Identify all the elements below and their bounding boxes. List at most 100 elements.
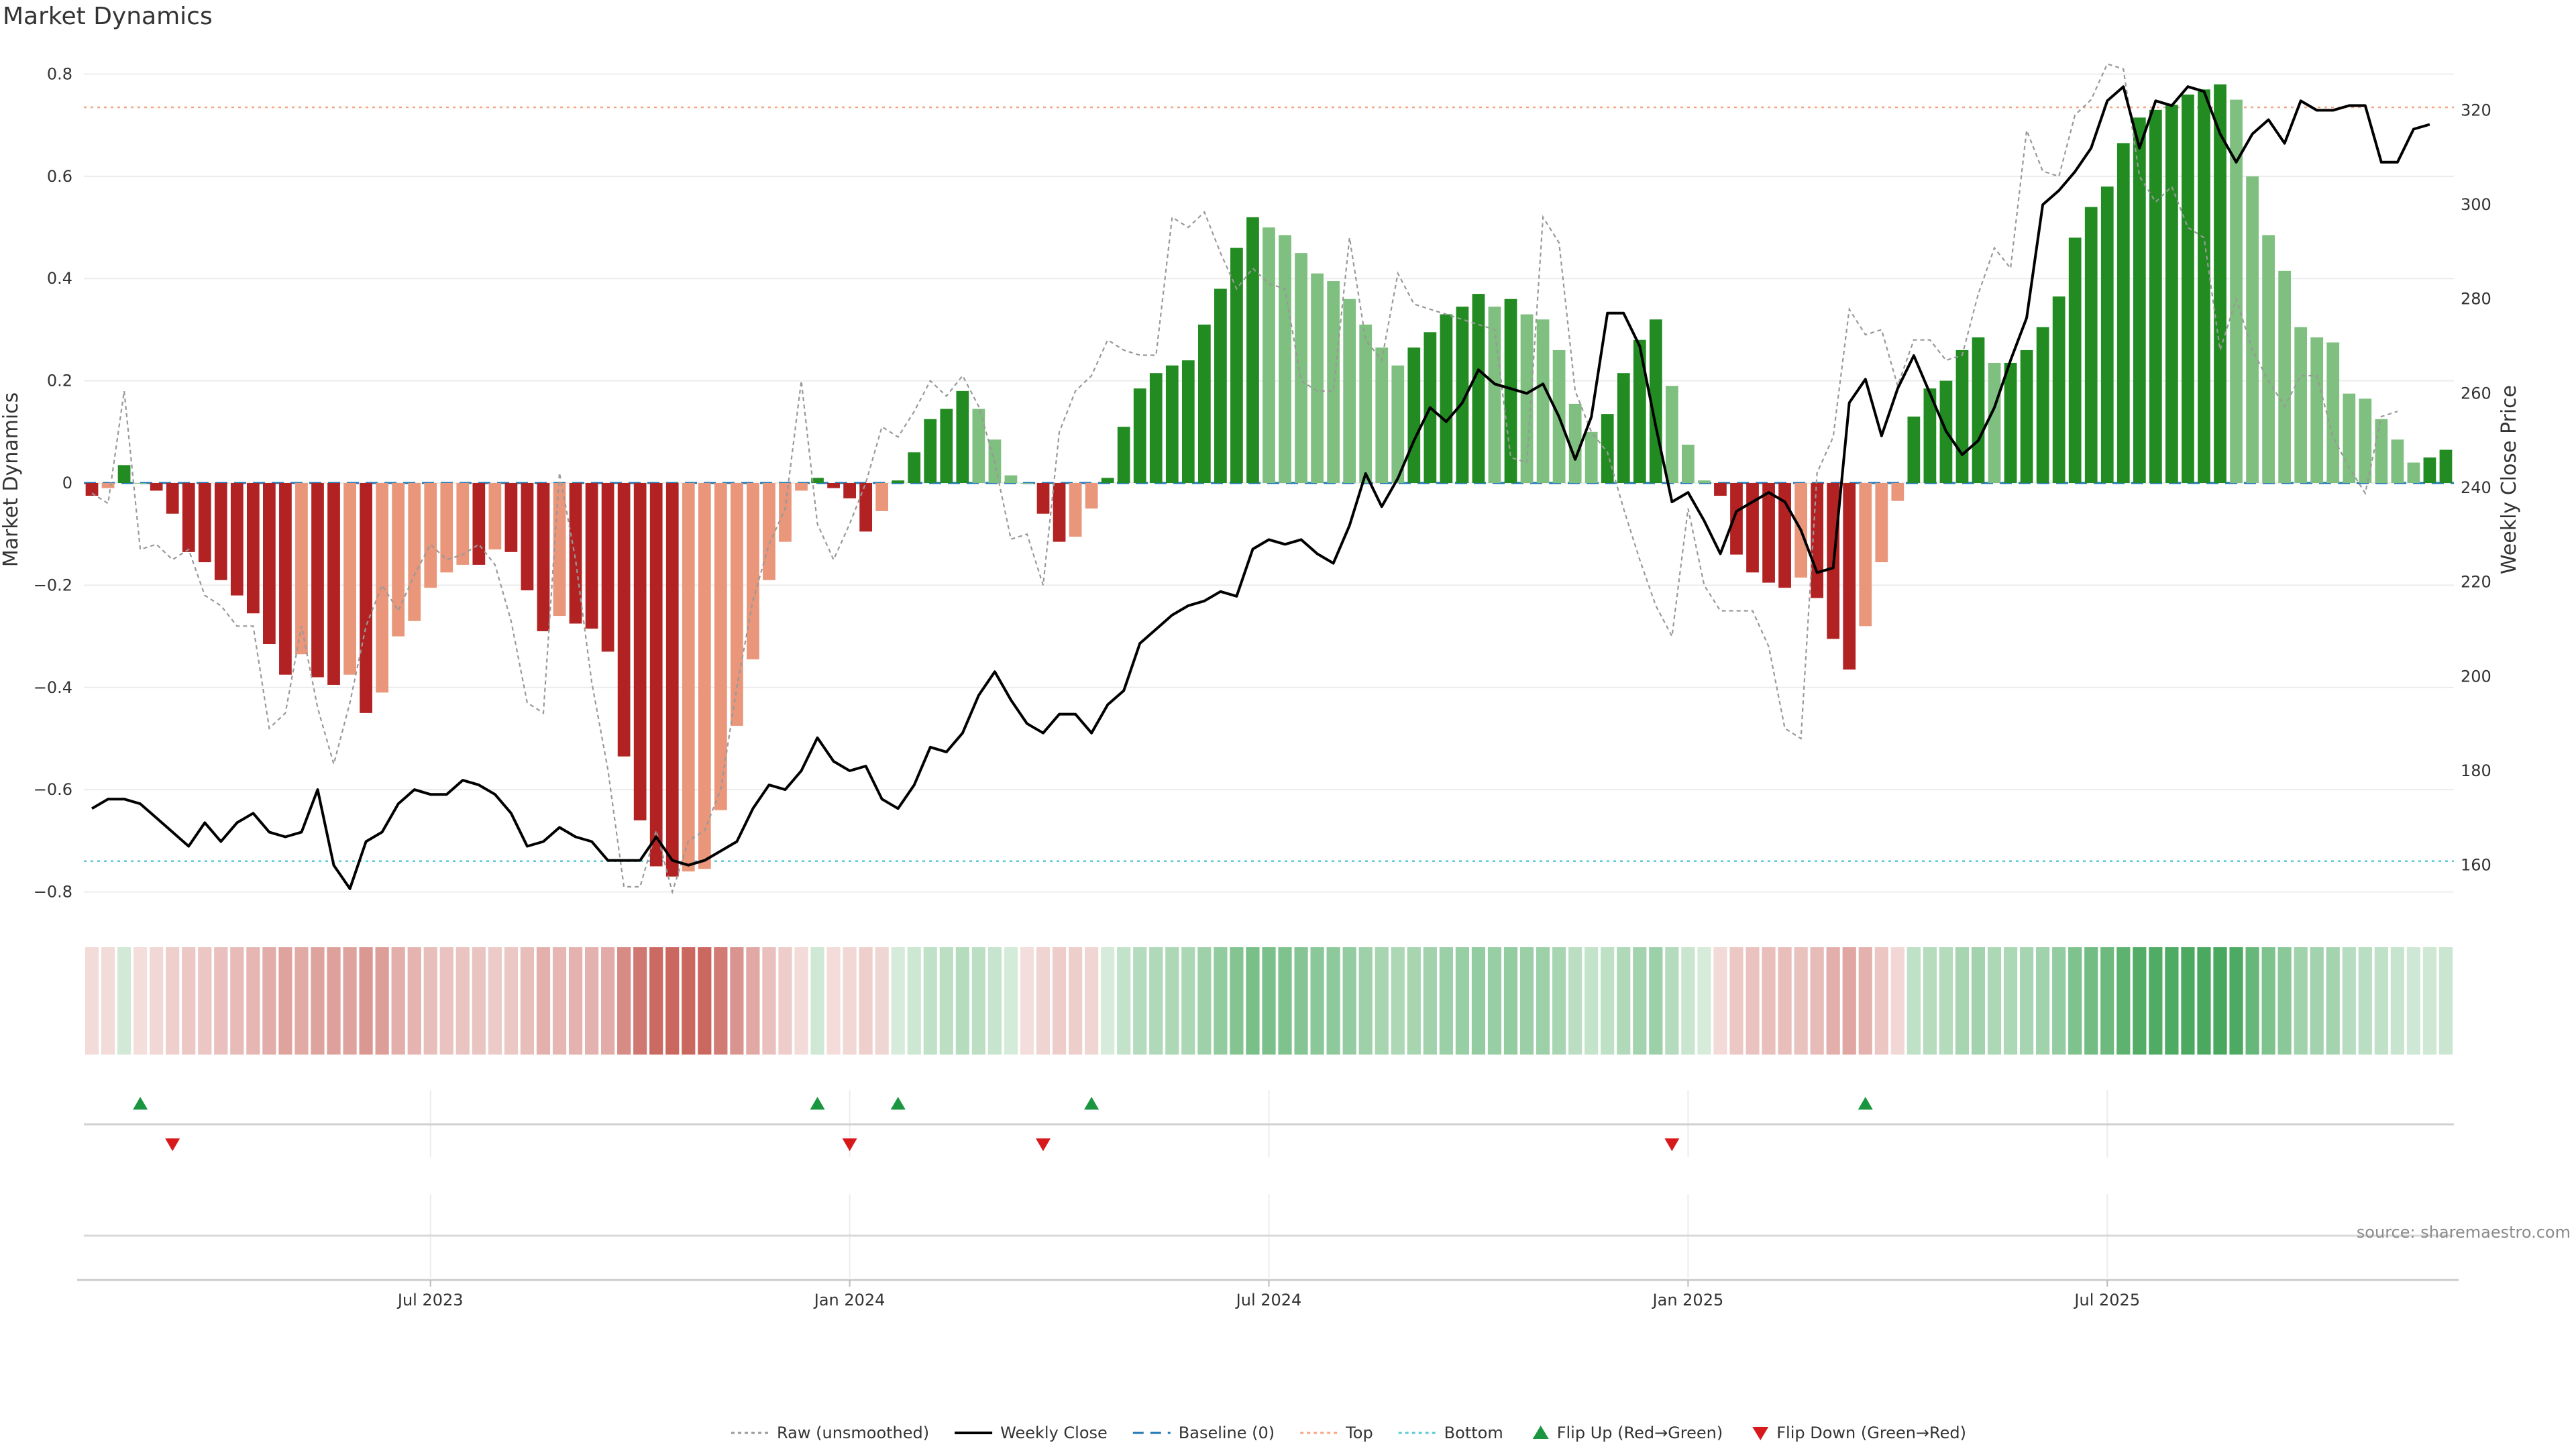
flip-up-marker	[890, 1097, 906, 1110]
dynamics-bar	[1085, 483, 1098, 509]
y-tick-label-right: 260	[2461, 384, 2491, 402]
dynamics-bar	[1440, 314, 1453, 483]
strip-cell	[633, 947, 647, 1055]
flip-up-marker	[133, 1097, 148, 1110]
legend-label: Weekly Close	[1000, 1424, 1108, 1442]
flip-markers-panel	[84, 1090, 2454, 1157]
strip-cell	[133, 947, 148, 1055]
strip-cell	[1020, 947, 1034, 1055]
dynamics-bar	[1875, 483, 1888, 563]
strip-cell	[1197, 947, 1212, 1055]
dynamics-bar	[1407, 347, 1421, 483]
strip-cell	[1987, 947, 2002, 1055]
dynamics-bar	[1311, 273, 1324, 483]
strip-cell	[1230, 947, 1244, 1055]
dynamics-bar	[1698, 480, 1711, 483]
dynamics-bar	[343, 483, 356, 675]
strip-cell	[1004, 947, 1018, 1055]
dynamics-bar	[585, 483, 598, 629]
strip-cell	[923, 947, 937, 1055]
strip-cell	[601, 947, 615, 1055]
legend-label: Baseline (0)	[1179, 1424, 1275, 1442]
strip-cell	[1278, 947, 1292, 1055]
dynamics-bar	[1472, 294, 1485, 483]
strip-cell	[1681, 947, 1695, 1055]
dynamics-bar	[682, 483, 695, 872]
strip-cell	[439, 947, 453, 1055]
dynamics-bar	[198, 483, 211, 563]
strip-cell	[1326, 947, 1340, 1055]
dynamics-bar	[2375, 419, 2388, 483]
y-tick-label-right: 240	[2461, 478, 2491, 497]
strip-cell	[1858, 947, 1872, 1055]
dynamics-bar	[1955, 350, 1969, 483]
strip-cell	[875, 947, 889, 1055]
dynamics-bar	[2084, 207, 2098, 483]
y-tick-label-right: 300	[2461, 195, 2491, 214]
y-tick-label-left: 0.8	[47, 64, 72, 83]
dynamics-bar	[230, 483, 244, 596]
strip-cell	[1181, 947, 1195, 1055]
y-tick-label-left: 0.2	[47, 372, 72, 390]
dynamics-bar	[2052, 296, 2065, 483]
strip-cell	[1117, 947, 1131, 1055]
legend-label: Flip Up (Red→Green)	[1557, 1424, 1723, 1442]
strip-cell	[2149, 947, 2163, 1055]
dynamics-bar	[424, 483, 437, 588]
axes: Market Dynamics Weekly Close Price 0.8 0.…	[0, 64, 2521, 901]
y-tick-label-left: 0	[62, 474, 72, 492]
legend-label: Raw (unsmoothed)	[777, 1424, 929, 1442]
dynamics-bar	[2326, 342, 2340, 483]
dynamics-bar	[633, 483, 647, 820]
x-tick-label: Jul 2024	[1235, 1291, 1302, 1309]
dynamics-bar	[1730, 483, 1743, 555]
raw-unsmoothed-line	[91, 62, 2398, 895]
chart-title: Market Dynamics	[3, 3, 213, 30]
strip-cell	[1214, 947, 1228, 1055]
dynamics-bar	[2004, 362, 2017, 483]
strip-cell	[746, 947, 760, 1055]
dynamics-bar	[940, 409, 953, 483]
strip-cell	[343, 947, 357, 1055]
dynamics-bar	[1343, 299, 1356, 483]
legend-item: Flip Up (Red→Green)	[1532, 1424, 1723, 1442]
strip-cell	[794, 947, 808, 1055]
dynamics-bar	[214, 483, 227, 580]
strip-cell	[1842, 947, 1856, 1055]
strip-cell	[2261, 947, 2275, 1055]
strip-cell	[488, 947, 502, 1055]
strip-cell	[1455, 947, 1470, 1055]
dynamics-bar	[488, 483, 502, 550]
strip-cell	[682, 947, 696, 1055]
dynamics-bar	[956, 390, 969, 483]
dynamics-bar	[2423, 457, 2436, 483]
y-tick-label-right: 320	[2461, 101, 2491, 119]
dynamics-bar	[2262, 235, 2275, 483]
dynamics-bar	[1375, 347, 1389, 483]
dynamics-bar	[2294, 327, 2308, 483]
strip-cell	[971, 947, 985, 1055]
strip-cell	[2358, 947, 2372, 1055]
strip-cell	[2245, 947, 2259, 1055]
strip-cell	[1729, 947, 1743, 1055]
strip-cell	[1487, 947, 1502, 1055]
strip-cell	[166, 947, 180, 1055]
strip-cell	[778, 947, 792, 1055]
legend-item: Raw (unsmoothed)	[731, 1424, 929, 1442]
strip-cell	[85, 947, 99, 1055]
legend-item: Flip Down (Green→Red)	[1752, 1424, 1966, 1442]
strip-cell	[826, 947, 841, 1055]
strip-cell	[1778, 947, 1792, 1055]
dynamics-bar	[1214, 288, 1227, 483]
dynamics-bar	[1488, 307, 1501, 483]
dynamics-bar	[859, 483, 873, 532]
legend-item: Baseline (0)	[1132, 1424, 1275, 1442]
strip-cell	[1665, 947, 1679, 1055]
strip-cell	[1342, 947, 1356, 1055]
y-tick-label-left: −0.4	[34, 678, 72, 697]
dynamics-bar	[1036, 483, 1050, 514]
dynamics-bar	[2278, 270, 2292, 483]
y-tick-label-right: 180	[2461, 761, 2491, 780]
strip-cell	[2068, 947, 2082, 1055]
x-tick-label: Jul 2025	[2073, 1291, 2140, 1309]
